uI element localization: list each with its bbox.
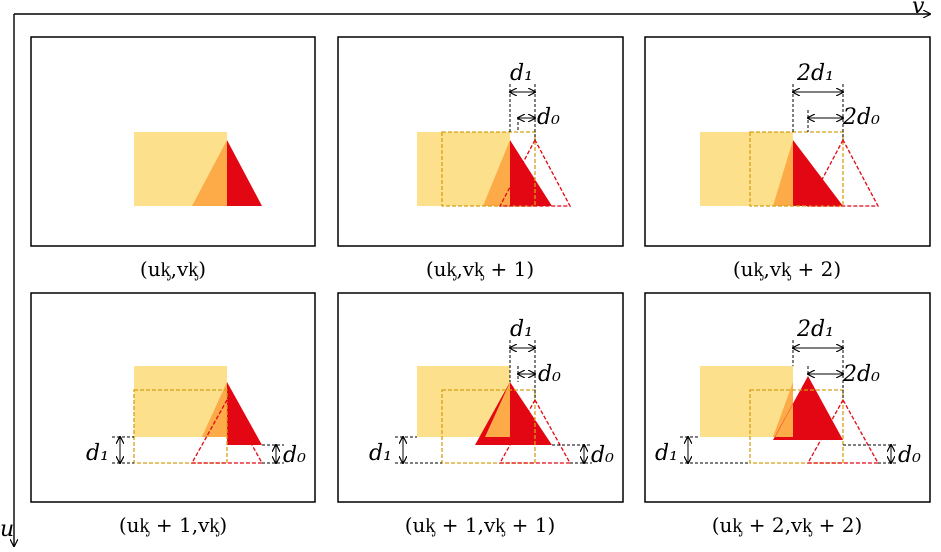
2d1-label: 2d₁ <box>796 61 834 86</box>
d0-label-vertical: d₀ <box>898 443 921 468</box>
caption-5: (uᶄ + 1,vᶄ + 1) <box>405 513 556 537</box>
d1-label: d₁ <box>86 441 109 466</box>
d0-label-vertical: d₀ <box>591 443 614 468</box>
d0-label: d₀ <box>537 105 560 130</box>
overlap-region <box>485 382 510 437</box>
d1-label-vertical: d₁ <box>655 441 678 466</box>
triangle-shape <box>227 140 262 206</box>
original-rectangle-outline <box>133 389 228 464</box>
original-triangle-outline <box>190 398 264 464</box>
overlap-region <box>202 382 227 437</box>
panel-frame <box>30 292 316 503</box>
original-triangle-outline <box>498 398 572 464</box>
original-rectangle-outline <box>749 131 844 207</box>
2d0-label: 2d₀ <box>842 105 880 130</box>
2d1-label: 2d₁ <box>796 317 834 342</box>
d1-label: d₁ <box>510 317 533 342</box>
triangle-shape <box>793 140 843 206</box>
overlap-region <box>483 140 510 206</box>
d0-label: d₀ <box>538 362 561 387</box>
caption-4: (uᶄ + 1,vᶄ) <box>119 513 227 537</box>
triangle-shape <box>510 140 552 206</box>
panel-uc-vc: (uᶄ,vᶄ) <box>30 36 316 281</box>
axes: v u <box>0 0 930 546</box>
panel-uc-plus-2-vc-plus-2: 2d₁ 2d₀ d₁ d₀ (uᶄ + 2,vᶄ + 2) <box>644 292 931 537</box>
original-rectangle-outline <box>441 131 536 207</box>
overlap-region <box>775 404 793 437</box>
caption-6: (uᶄ + 2,vᶄ + 2) <box>712 513 863 537</box>
overlap-region <box>192 140 227 206</box>
2d0-label: 2d₀ <box>842 362 880 387</box>
v-axis-label: v <box>912 0 925 19</box>
panel-uc-vc-plus-2: 2d₁ 2d₀ (uᶄ,vᶄ + 2) <box>644 36 931 281</box>
original-triangle-outline <box>498 138 572 207</box>
u-axis-label: u <box>0 517 14 542</box>
panel-uc-plus-1-vc-plus-1: d₁ d₀ d₁ d₀ (uᶄ + 1,vᶄ + 1) <box>337 292 624 537</box>
original-triangle-outline <box>806 138 880 207</box>
caption-3: (uᶄ,vᶄ + 2) <box>733 257 841 281</box>
caption-2: (uᶄ,vᶄ + 1) <box>426 257 534 281</box>
original-rectangle-outline <box>749 389 844 464</box>
d1-label-vertical: d₁ <box>369 441 392 466</box>
caption-1: (uᶄ,vᶄ) <box>140 257 206 281</box>
panel-uc-plus-1-vc: d₁ d₀ (uᶄ + 1,vᶄ) <box>30 292 316 537</box>
original-rectangle-outline <box>441 389 536 464</box>
overlap-region <box>773 140 793 206</box>
d1-label: d₁ <box>510 61 533 86</box>
original-triangle-outline <box>806 398 880 464</box>
triangle-shape <box>227 382 262 445</box>
panel-uc-vc-plus-1: d₁ d₀ (uᶄ,vᶄ + 1) <box>337 36 624 281</box>
d0-label: d₀ <box>283 443 306 468</box>
